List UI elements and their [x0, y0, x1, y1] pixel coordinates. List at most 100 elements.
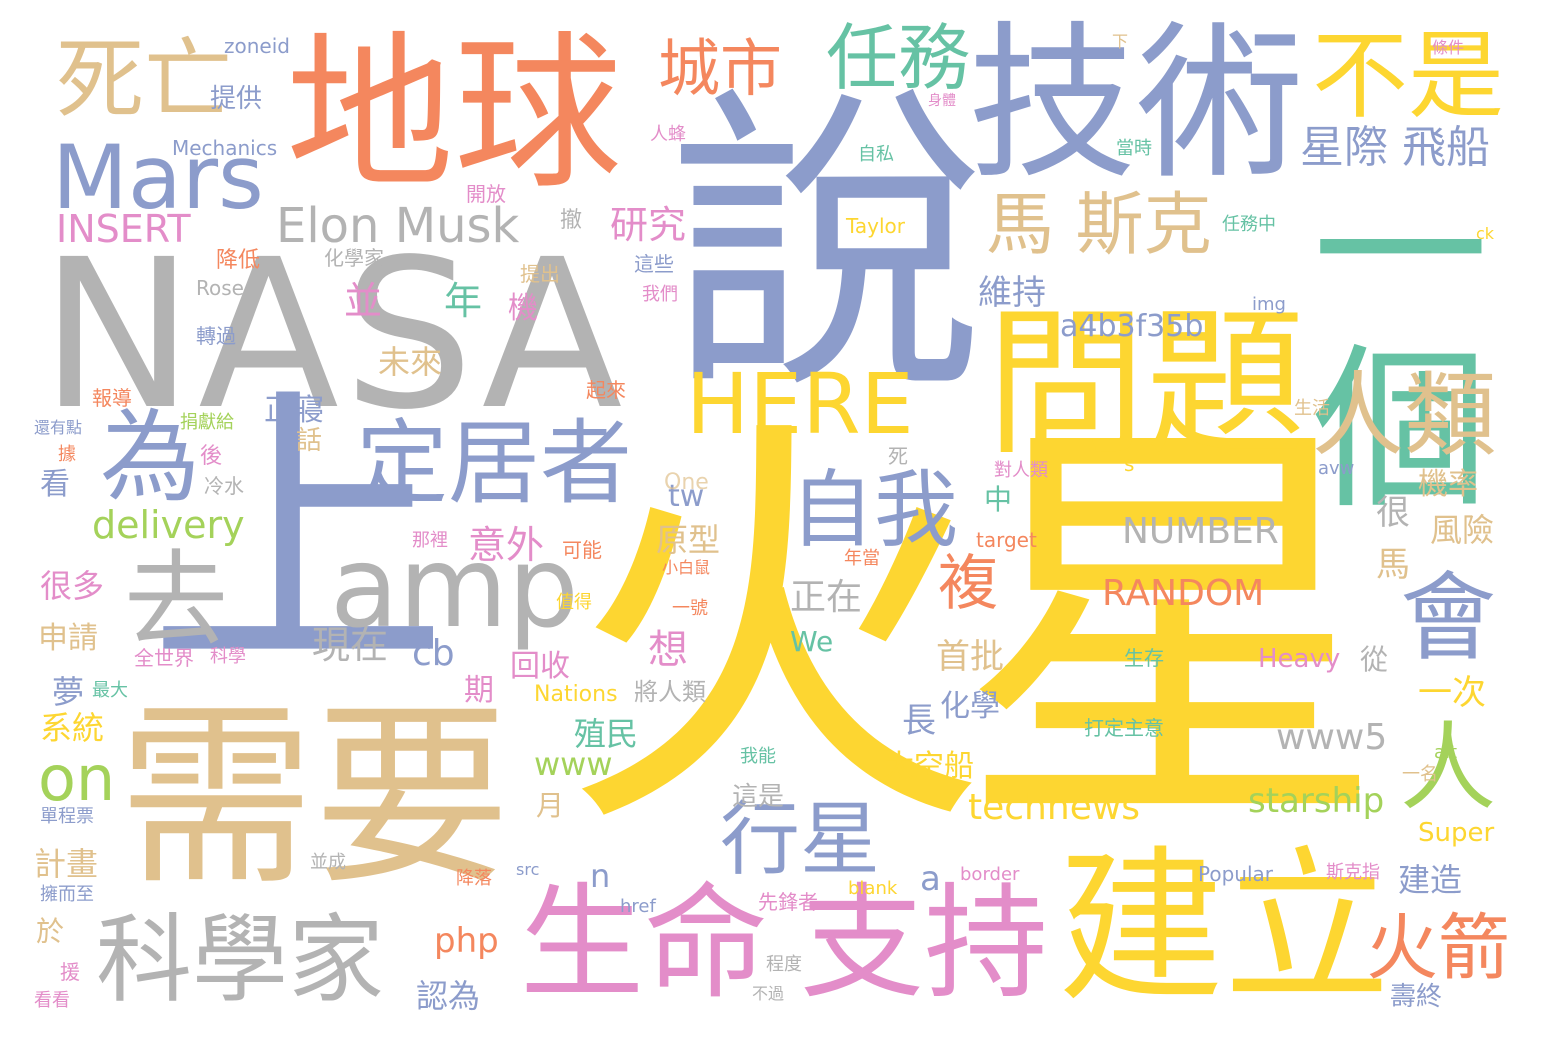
word-php: php: [434, 921, 499, 961]
word-shenqing: 申請: [38, 621, 98, 656]
word-mechanics: Mechanics: [172, 136, 278, 160]
word-hou: 後: [200, 444, 223, 469]
word-fengxian: 風險: [1430, 511, 1495, 549]
word-xiang: 想: [648, 627, 688, 673]
word-tw: tw: [668, 479, 705, 514]
word-kexue: 科學: [210, 646, 246, 667]
word-bing: 並: [344, 279, 383, 323]
word-taikongchuan: 太空船: [884, 749, 974, 784]
word-kankan: 看看: [34, 990, 70, 1011]
word-xiaoliang: 降落: [456, 868, 492, 889]
word-chedi: 撤: [560, 208, 583, 233]
word-nasa: NASA: [40, 215, 627, 455]
word-renlei: 人類: [1312, 362, 1497, 469]
word-zhexie: 這些: [634, 252, 674, 276]
word-rose: Rose: [196, 276, 244, 300]
word-haiyoudian: 還有點: [34, 418, 83, 437]
word-yiwai: 意外: [468, 523, 545, 567]
word-qu: 去: [124, 539, 229, 661]
word-qi: 期: [464, 673, 494, 708]
word-elon: Elon Musk: [276, 198, 520, 254]
word-ma: 馬: [1376, 545, 1410, 585]
word-huojian: 火箭: [1366, 906, 1511, 990]
word-shenghuo: 生活: [1294, 398, 1330, 419]
word-border: border: [960, 864, 1020, 885]
word-danchengpiao: 單程票: [40, 806, 94, 827]
word-huoxing: 火星: [560, 383, 1386, 881]
word-juankuanhe: 捐獻給: [180, 412, 234, 433]
word-hui: 會: [1400, 562, 1496, 674]
word-ziyi: 自私: [858, 144, 894, 165]
word-tichu: 提出: [520, 262, 560, 286]
word-chengdu: 程度: [766, 954, 802, 975]
word-n: n: [590, 857, 611, 895]
word-meng: 夢: [52, 673, 85, 711]
word-zhichi: 支持: [800, 872, 1049, 1016]
word-shouzhong: 壽終: [1390, 982, 1443, 1012]
word-tigong: 提供: [210, 84, 263, 114]
word-we: We: [790, 625, 834, 658]
word-yige: 一個: [1282, 160, 1487, 512]
word-bao-dao: 報導: [92, 386, 132, 410]
word-ck: ck: [1476, 224, 1495, 243]
word-zhimin: 殖民: [574, 715, 639, 753]
word-huaxuejia: 化學家: [324, 246, 384, 270]
word-weilai: 未來: [378, 343, 443, 381]
word-keneng: 可能: [562, 538, 602, 562]
word-xianfengzhe: 先鋒者: [758, 890, 818, 914]
word-renwuzhong: 任務中: [1222, 214, 1276, 235]
word-jilv: 機率: [1418, 467, 1478, 502]
word-yuanxing: 原型: [656, 521, 721, 559]
word-nian: 年: [444, 279, 483, 323]
word-xitong: 系統: [40, 709, 105, 747]
word-xingji: 星際 飛船: [1300, 122, 1490, 173]
word-avw: avw: [1318, 458, 1355, 479]
word-shang: 上: [148, 361, 448, 710]
word-yongerzhi: 擁而至: [40, 884, 94, 905]
word-masike: 馬 斯克: [986, 186, 1212, 265]
word-fu: 複: [938, 549, 998, 619]
word-hen: 很: [1376, 493, 1410, 533]
word-technews: technews: [968, 787, 1141, 828]
word-zoneid: zoneid: [224, 34, 290, 58]
word-ziwo: 自我: [790, 461, 959, 559]
word-quan-shijie: 全世界: [134, 646, 194, 670]
word-chang: 長: [902, 701, 936, 741]
word-huishou: 回收: [510, 649, 570, 684]
word-popular: Popular: [1198, 862, 1273, 886]
word-blank: blank: [848, 878, 898, 899]
word-insert: INSERT: [56, 207, 191, 251]
word-yuan: 援: [60, 960, 80, 984]
word-cong: 從: [1360, 643, 1389, 676]
word-jishu: 技術: [968, 6, 1304, 202]
word-img: img: [1252, 294, 1286, 315]
word-src: src: [516, 860, 540, 879]
word-nali: 那裡: [412, 530, 448, 551]
word-yiming: 一名: [1402, 764, 1438, 785]
word-delivery: delivery: [92, 503, 245, 547]
word-renzhi: 認為: [416, 977, 481, 1015]
word-xuyao: 需要: [118, 684, 511, 912]
word-jianzao: 建造: [1398, 861, 1463, 899]
word-henduo: 很多: [40, 567, 105, 605]
word-duirenlei: 對人類: [994, 460, 1048, 481]
word-zhuan-guo: 轉過: [196, 324, 236, 348]
word-weichi: 維持: [978, 273, 1046, 313]
word-jiangdi: 降低: [216, 248, 261, 273]
word-si: 死: [888, 444, 908, 468]
word-xianzai: 現在: [312, 623, 389, 667]
word-shengcun: 生存: [1124, 646, 1164, 670]
word-shoupi: 首批: [936, 637, 1004, 677]
word-taylor: Taylor: [846, 214, 906, 238]
word-mars: Mars: [52, 126, 264, 229]
word-starship: starship: [1248, 781, 1385, 821]
word-random: RANDOM: [1102, 573, 1265, 614]
word-a: a: [920, 859, 941, 899]
word-xinde: 值得: [556, 592, 592, 613]
word-here: HERE: [686, 355, 914, 453]
word-wei: 為: [100, 399, 200, 516]
word-zhengqin: 正寢: [264, 393, 324, 428]
word-xia: 下: [1112, 32, 1129, 51]
word-shenti: 身體: [928, 93, 956, 109]
word-one: One: [664, 470, 709, 495]
